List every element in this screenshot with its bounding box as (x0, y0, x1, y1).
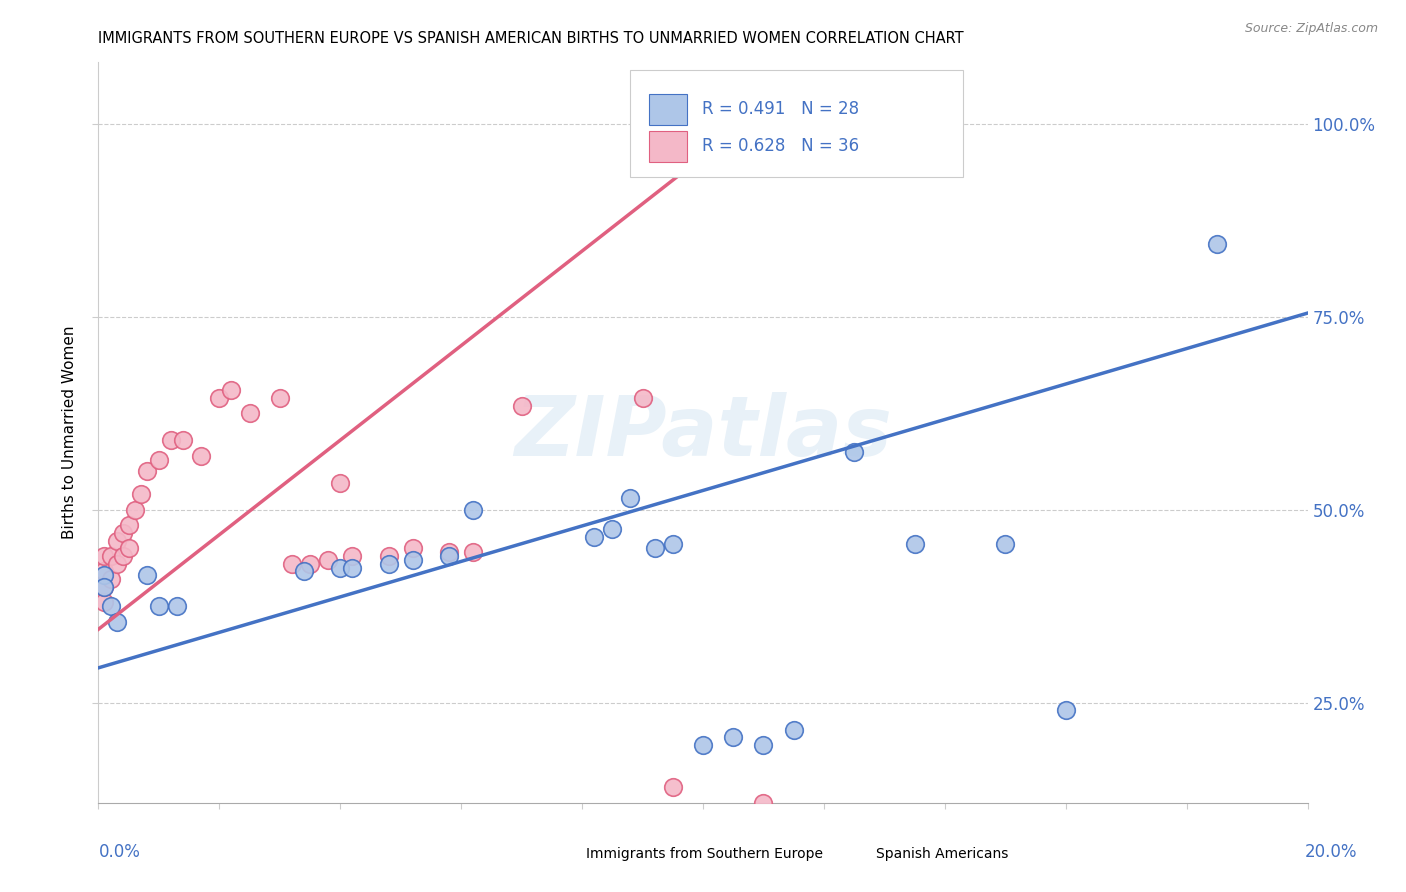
Point (135, 568, 157, 582)
Point (269, 391, 291, 405)
Point (281, 557, 304, 571)
Point (644, 541, 666, 556)
Point (100, 599, 122, 614)
Point (402, 553, 425, 567)
Point (100, 572, 122, 586)
Point (93, 565, 115, 579)
Point (342, 549, 364, 563)
Point (1206, 236, 1229, 251)
Point (93, 549, 115, 563)
Point (93, 580, 115, 594)
Point (105, 557, 128, 571)
Point (329, 475, 352, 490)
Point (402, 541, 425, 556)
Point (904, 537, 927, 551)
Text: 0.0%: 0.0% (98, 843, 141, 861)
Point (135, 464, 157, 478)
Point (239, 406, 262, 420)
Point (329, 560, 352, 574)
Text: Source: ZipAtlas.com: Source: ZipAtlas.com (1244, 22, 1378, 36)
Point (437, 549, 460, 563)
Point (299, 557, 322, 571)
Bar (648, 130, 688, 161)
Point (93, 568, 115, 582)
Point (292, 565, 315, 579)
Point (463, 502, 485, 516)
Point (752, 796, 775, 810)
Bar (842, 840, 869, 866)
Point (100, 549, 122, 563)
Point (619, 491, 641, 505)
Text: ZIPatlas: ZIPatlas (515, 392, 891, 473)
Point (124, 502, 146, 516)
Point (208, 391, 231, 405)
Point (783, 723, 806, 737)
Point (377, 549, 399, 563)
Point (437, 545, 460, 559)
Point (1054, 703, 1077, 717)
Point (692, 738, 714, 752)
Text: R = 0.628   N = 36: R = 0.628 N = 36 (702, 137, 859, 155)
Point (661, 780, 683, 795)
Text: IMMIGRANTS FROM SOUTHERN EUROPE VS SPANISH AMERICAN BIRTHS TO UNMARRIED WOMEN CO: IMMIGRANTS FROM SOUTHERN EUROPE VS SPANI… (98, 31, 965, 46)
Point (160, 434, 183, 448)
Point (148, 599, 170, 614)
Bar (648, 94, 688, 125)
Text: Immigrants from Southern Europe: Immigrants from Southern Europe (586, 847, 823, 861)
Point (172, 434, 194, 448)
Point (994, 537, 1017, 551)
Text: 20.0%: 20.0% (1305, 843, 1357, 861)
Y-axis label: Births to Unmarried Women: Births to Unmarried Women (62, 326, 77, 540)
Point (111, 525, 134, 540)
Point (583, 530, 606, 544)
Point (190, 449, 212, 463)
Point (93, 580, 115, 594)
Point (752, 738, 775, 752)
Point (166, 599, 188, 614)
Point (377, 557, 399, 571)
Point (316, 553, 339, 567)
Point (105, 615, 128, 629)
Point (342, 560, 364, 574)
Point (602, 522, 624, 536)
Point (105, 533, 128, 548)
Text: R = 0.491   N = 28: R = 0.491 N = 28 (702, 100, 859, 118)
Point (129, 487, 152, 501)
Point (93, 595, 115, 609)
Point (844, 445, 866, 459)
Bar (551, 840, 578, 866)
Point (148, 452, 170, 467)
Point (463, 545, 485, 559)
Point (118, 518, 141, 533)
Point (221, 383, 243, 397)
Point (723, 731, 745, 745)
Point (118, 541, 141, 556)
Text: Spanish Americans: Spanish Americans (876, 847, 1008, 861)
FancyBboxPatch shape (630, 70, 963, 178)
Point (631, 391, 654, 405)
Point (510, 399, 533, 413)
Point (111, 549, 134, 563)
Point (661, 537, 683, 551)
